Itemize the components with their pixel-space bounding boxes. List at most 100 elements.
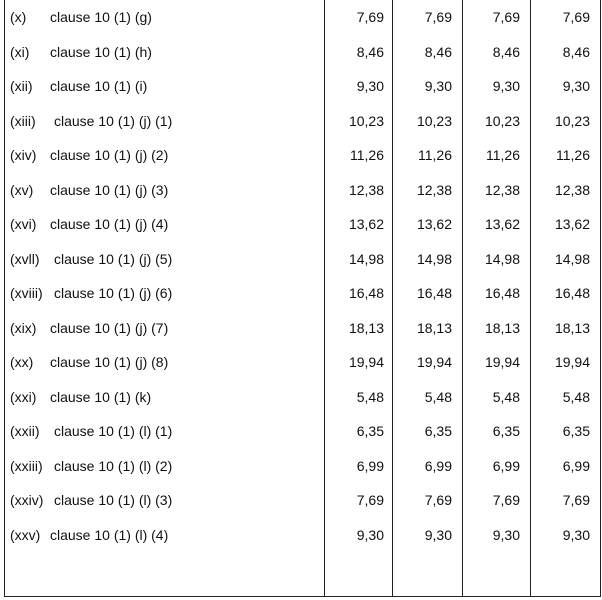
clause-label: clause 10 (1) (h) bbox=[50, 43, 152, 60]
value-cell: 8,46 bbox=[424, 43, 452, 60]
value-cell: 9,30 bbox=[356, 78, 384, 94]
value-cell: 9,30 bbox=[562, 78, 590, 94]
value-cell: 6,35 bbox=[562, 423, 590, 439]
value-cell: 5,48 bbox=[492, 388, 520, 405]
value-cell: 14,98 bbox=[416, 250, 452, 267]
value-cell: 7,69 bbox=[562, 9, 590, 25]
value-cell: 5,48 bbox=[424, 388, 452, 405]
value-cell: 6,99 bbox=[356, 457, 384, 474]
value-cell: 19,94 bbox=[554, 354, 590, 370]
column-line bbox=[462, 0, 463, 597]
value-cell: 7,69 bbox=[356, 9, 384, 25]
value-cell: 7,69 bbox=[492, 9, 520, 25]
value-cell: 19,94 bbox=[348, 354, 384, 370]
value-cell: 14,98 bbox=[484, 250, 520, 267]
value-cell: 18,13 bbox=[554, 319, 590, 336]
value-cell: 6,99 bbox=[492, 457, 520, 474]
row-number: (xxi) bbox=[10, 388, 37, 405]
value-cell: 6,35 bbox=[424, 423, 452, 439]
value-cell: 10,23 bbox=[484, 112, 520, 129]
value-cell: 18,13 bbox=[348, 319, 384, 336]
clause-label: clause 10 (1) (j) (2) bbox=[50, 147, 169, 163]
value-cell: 6,99 bbox=[562, 457, 590, 474]
value-cell: 8,46 bbox=[562, 43, 590, 60]
value-cell: 11,26 bbox=[486, 147, 520, 163]
table-border bbox=[4, 0, 5, 597]
row-number: (xxii) bbox=[10, 423, 40, 439]
row-number: (xvi) bbox=[10, 216, 37, 232]
value-cell: 16,48 bbox=[554, 285, 590, 301]
row-number: (xv) bbox=[10, 181, 34, 198]
value-cell: 19,94 bbox=[484, 354, 520, 370]
value-cell: 11,26 bbox=[350, 147, 384, 163]
value-cell: 7,69 bbox=[424, 492, 452, 508]
value-cell: 18,13 bbox=[416, 319, 452, 336]
value-cell: 12,38 bbox=[484, 181, 520, 198]
value-cell: 11,26 bbox=[556, 147, 590, 163]
value-cell: 6,99 bbox=[424, 457, 452, 474]
value-cell: 16,48 bbox=[484, 285, 520, 301]
value-cell: 16,48 bbox=[416, 285, 452, 301]
value-cell: 7,69 bbox=[562, 492, 590, 508]
value-cell: 14,98 bbox=[554, 250, 590, 267]
value-cell: 10,23 bbox=[554, 112, 590, 129]
value-cell: 11,26 bbox=[418, 147, 452, 163]
row-number: (xx) bbox=[10, 354, 34, 370]
clause-label: clause 10 (1) (j) (3) bbox=[50, 181, 169, 198]
value-cell: 18,13 bbox=[484, 319, 520, 336]
clause-label: clause 10 (1) (l) (4) bbox=[50, 526, 169, 543]
value-cell: 10,23 bbox=[348, 112, 384, 129]
row-number: (x) bbox=[10, 9, 27, 25]
row-number: (xiv) bbox=[10, 147, 37, 163]
row-number: (xxv) bbox=[10, 526, 41, 543]
clause-label: clause 10 (1) (i) bbox=[50, 78, 148, 94]
value-cell: 8,46 bbox=[492, 43, 520, 60]
clause-label: clause 10 (1) (g) bbox=[50, 9, 152, 25]
column-line bbox=[530, 0, 531, 597]
value-cell: 12,38 bbox=[554, 181, 590, 198]
value-cell: 7,69 bbox=[492, 492, 520, 508]
value-cell: 13,62 bbox=[484, 216, 520, 232]
clause-label: clause 10 (1) (j) (5) bbox=[54, 250, 173, 267]
row-number: (xix) bbox=[10, 319, 37, 336]
value-cell: 10,23 bbox=[416, 112, 452, 129]
value-cell: 7,69 bbox=[424, 9, 452, 25]
value-cell: 6,35 bbox=[492, 423, 520, 439]
value-cell: 6,35 bbox=[356, 423, 384, 439]
value-cell: 7,69 bbox=[356, 492, 384, 508]
value-cell: 9,30 bbox=[492, 526, 520, 543]
column-line bbox=[324, 0, 325, 597]
row-number: (xi) bbox=[10, 43, 30, 60]
table-border bbox=[600, 0, 601, 597]
value-cell: 5,48 bbox=[356, 388, 384, 405]
value-cell: 13,62 bbox=[348, 216, 384, 232]
value-cell: 16,48 bbox=[348, 285, 384, 301]
clause-label: clause 10 (1) (j) (6) bbox=[54, 285, 173, 301]
row-number: (xxiii) bbox=[10, 457, 43, 474]
column-line bbox=[392, 0, 393, 597]
clause-label: clause 10 (1) (k) bbox=[50, 388, 152, 405]
value-cell: 9,30 bbox=[424, 526, 452, 543]
value-cell: 14,98 bbox=[348, 250, 384, 267]
table-border bbox=[4, 596, 601, 597]
value-cell: 9,30 bbox=[492, 78, 520, 94]
clause-label: clause 10 (1) (j) (4) bbox=[50, 216, 169, 232]
row-number: (xiii) bbox=[10, 112, 36, 129]
value-cell: 12,38 bbox=[348, 181, 384, 198]
value-cell: 5,48 bbox=[562, 388, 590, 405]
value-cell: 13,62 bbox=[554, 216, 590, 232]
value-cell: 9,30 bbox=[424, 78, 452, 94]
clause-label: clause 10 (1) (j) (8) bbox=[50, 354, 169, 370]
clause-label: clause 10 (1) (l) (3) bbox=[54, 492, 173, 508]
row-number: (xviii) bbox=[10, 285, 43, 301]
value-cell: 13,62 bbox=[416, 216, 452, 232]
value-cell: 8,46 bbox=[356, 43, 384, 60]
clause-label: clause 10 (1) (l) (1) bbox=[54, 423, 173, 439]
value-cell: 9,30 bbox=[356, 526, 384, 543]
value-cell: 12,38 bbox=[416, 181, 452, 198]
row-number: (xxiv) bbox=[10, 492, 44, 508]
clause-label: clause 10 (1) (l) (2) bbox=[54, 457, 173, 474]
clause-label: clause 10 (1) (j) (7) bbox=[50, 319, 169, 336]
value-cell: 9,30 bbox=[562, 526, 590, 543]
